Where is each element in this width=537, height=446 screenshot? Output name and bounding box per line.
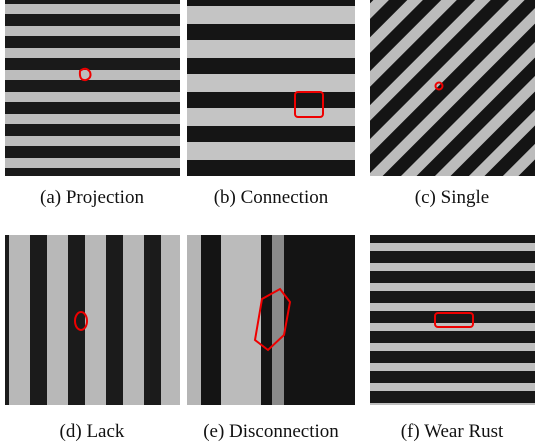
image (370, 235, 535, 405)
caption: (e) Disconnection (203, 421, 339, 442)
stripe (221, 235, 261, 405)
caption: (b) Connection (214, 187, 329, 208)
caption: (c) Single (415, 187, 489, 208)
caption: (f) Wear Rust (401, 421, 504, 442)
figure: (a) Projection (b) Connection (c) Single… (0, 0, 537, 446)
caption: (a) Projection (40, 187, 144, 208)
stripe (272, 235, 284, 405)
image (5, 235, 180, 405)
image (370, 0, 535, 176)
image (187, 235, 355, 405)
stripe (187, 235, 201, 405)
image (5, 0, 180, 176)
image (187, 0, 355, 176)
caption: (d) Lack (60, 421, 125, 442)
